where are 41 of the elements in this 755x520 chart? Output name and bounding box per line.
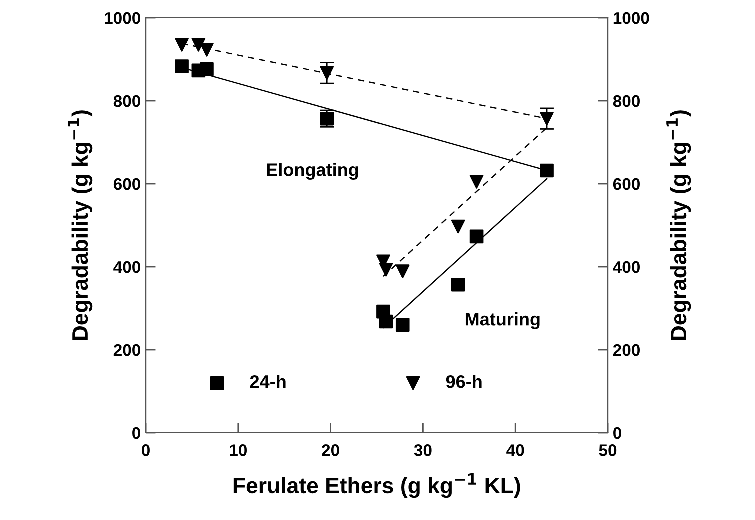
x-tick-label: 30 <box>414 444 432 456</box>
point <box>470 230 484 244</box>
x-tick-label: 40 <box>506 444 524 456</box>
y-tick-label: 600 <box>114 178 140 190</box>
point <box>396 264 410 278</box>
x-tick-label: 20 <box>322 444 340 456</box>
point <box>320 66 334 80</box>
point <box>451 278 466 292</box>
y2-tick-label: 800 <box>613 95 640 108</box>
y2-tick-label: 400 <box>613 261 640 274</box>
y-tick-label: 800 <box>114 95 140 108</box>
y2-tick-label: 200 <box>613 344 640 356</box>
annotation: Maturing <box>466 312 540 330</box>
point <box>540 112 554 126</box>
annotation: Elongating <box>267 163 358 180</box>
y2-tick-label: 1000 <box>614 12 650 24</box>
point <box>200 43 214 57</box>
point <box>451 220 466 234</box>
y2-tick-label: 600 <box>613 178 640 190</box>
x-tick-label: 50 <box>599 444 617 456</box>
point <box>200 62 214 76</box>
y2-tick-label: 0 <box>614 427 622 440</box>
point <box>540 164 554 178</box>
y-tick-label: 200 <box>114 344 140 356</box>
point <box>379 314 394 329</box>
x-axis-title: Ferulate Ethers (g kg$^{−1}$ KL) <box>234 474 520 498</box>
point <box>192 38 206 52</box>
y-tick-label: 400 <box>114 261 140 274</box>
y-axis-title: Degradability (g kg$^{−1}$) <box>68 110 93 340</box>
legend-label: 24-h <box>250 375 286 388</box>
point <box>470 175 484 189</box>
legend-label: 96-h <box>446 375 482 388</box>
point <box>175 38 189 52</box>
point <box>396 318 410 332</box>
point <box>175 60 189 74</box>
x-tick-label: 0 <box>142 444 150 456</box>
x-tick-label: 10 <box>230 444 247 456</box>
point <box>379 263 394 277</box>
y-tick-label: 0 <box>132 427 140 440</box>
y-tick-label: 1000 <box>105 12 140 24</box>
y2-axis-title: Degradability (g kg$^{−1}$) <box>666 110 692 340</box>
